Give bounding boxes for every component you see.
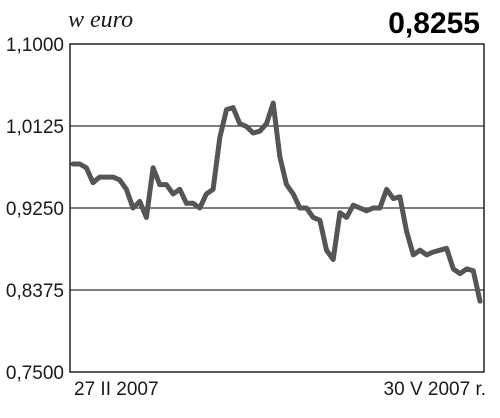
y-tick-label: 1,0125 <box>6 117 64 138</box>
unit-label: w euro <box>68 7 133 33</box>
x-end-label: 30 V 2007 r. <box>384 379 486 400</box>
plot-frame <box>69 43 485 373</box>
y-tick-label: 0,8375 <box>6 281 64 302</box>
y-axis-ticks: 1,1000 1,0125 0,9250 0,8375 0,7500 <box>6 35 64 384</box>
y-tick-label: 0,7500 <box>6 363 64 384</box>
current-value: 0,8255 <box>388 7 480 40</box>
series-line <box>70 100 483 304</box>
y-tick-label: 0,9250 <box>6 199 64 220</box>
x-start-label: 27 II 2007 <box>74 379 159 400</box>
y-tick-label: 1,1000 <box>6 35 64 56</box>
